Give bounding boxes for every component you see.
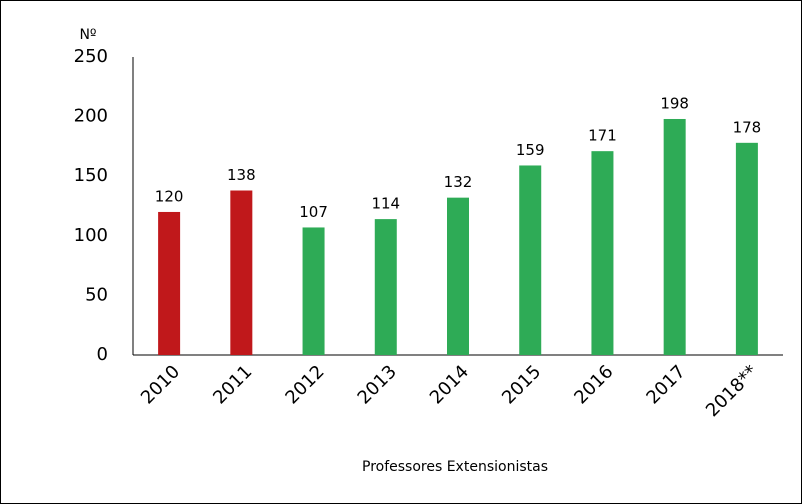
data-label: 114	[371, 195, 400, 213]
y-tick-label: 150	[74, 165, 108, 186]
bar	[735, 142, 758, 355]
y-axis-label: Nº	[79, 27, 96, 43]
bar	[663, 118, 686, 355]
y-tick-label: 0	[97, 344, 108, 365]
y-tick-label: 50	[85, 284, 108, 305]
data-label: 120	[155, 187, 184, 205]
data-label: 132	[444, 173, 473, 191]
bar	[591, 151, 614, 355]
data-label: 178	[733, 118, 762, 136]
bar	[374, 219, 397, 355]
bar	[302, 227, 325, 355]
data-label: 138	[227, 166, 256, 184]
bar	[158, 211, 181, 355]
bar	[447, 197, 469, 355]
bar	[230, 190, 253, 355]
bar	[519, 165, 542, 355]
x-axis-label: Professores Extensionistas	[362, 459, 548, 475]
data-label: 107	[299, 203, 328, 221]
data-label: 171	[588, 127, 617, 145]
data-label: 159	[516, 141, 545, 159]
y-tick-label: 250	[74, 46, 108, 67]
data-label: 198	[660, 94, 689, 112]
y-tick-label: 100	[74, 225, 108, 246]
y-tick-label: 200	[74, 106, 108, 127]
